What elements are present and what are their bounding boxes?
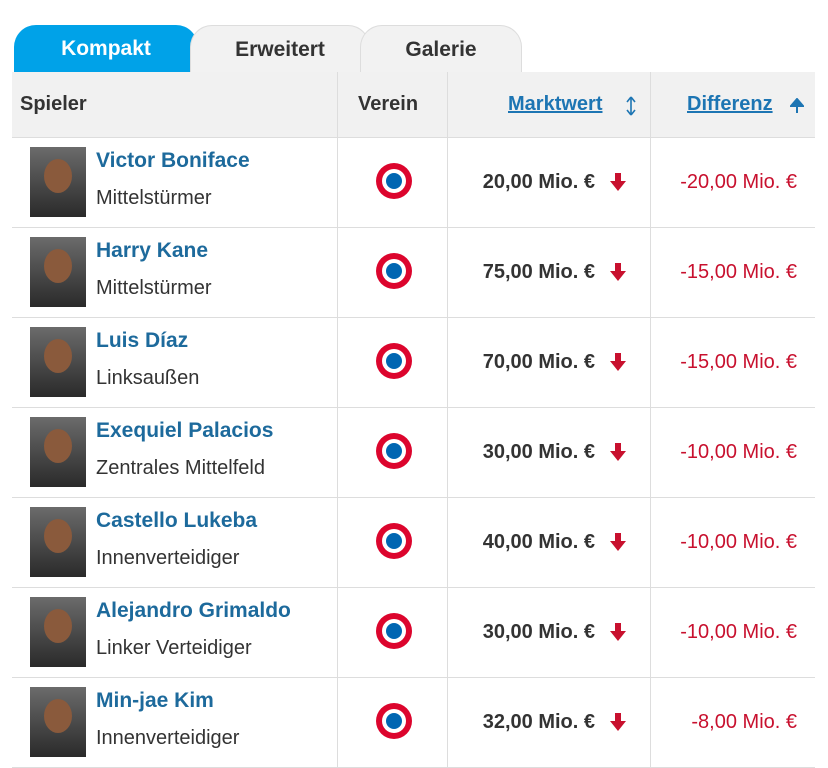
club-logo[interactable] [374,701,414,741]
header-sort[interactable]: Marktwert [508,93,603,115]
tab[interactable]: Galerie [360,25,522,73]
table-row: Harry Kane Mittelstürmer 75,00 Mio. € -15,0… [12,227,815,318]
club-logo[interactable] [374,431,414,471]
market-value: 40,00 Mio. € [482,531,595,553]
header: Spieler [20,93,87,115]
header-sort[interactable]: Differenz [687,93,773,115]
player-position: Mittelstürmer [96,277,212,299]
market-value: 30,00 Mio. € [482,621,595,643]
table-row: Exequiel Palacios Zentrales Mittelfeld 30,… [12,407,815,498]
club-logo[interactable] [374,251,414,291]
table-row: Victor Boniface Mittelstürmer 20,00 Mio. €… [12,137,815,228]
value-difference: -15,00 Mio. € [680,261,797,283]
value-difference: -10,00 Mio. € [680,441,797,463]
trend-arrow [608,262,628,287]
player-photo [30,327,86,397]
table-row: Alejandro Grimaldo Linker Verteidiger 30,0… [12,587,815,678]
tab-active[interactable]: Kompakt [14,25,198,72]
player-position: Mittelstürmer [96,187,212,209]
table-row: Castello Lukeba Innenverteidiger 40,00 Mio… [12,497,815,588]
trend-arrow [608,532,628,557]
table-row: Min-jae Kim Innenverteidiger 32,00 Mio. € -… [12,677,815,768]
header-row: Spieler Verein Marktwert Differenz [12,72,815,138]
header: Verein [358,93,419,115]
value-difference: -15,00 Mio. € [680,351,797,373]
market-value: 70,00 Mio. € [482,351,595,373]
trend-arrow [608,352,628,377]
player-name[interactable]: Exequiel Palacios [96,419,274,442]
player-name[interactable]: Castello Lukeba [96,509,258,532]
value-difference: -10,00 Mio. € [680,621,797,643]
player-photo [30,147,86,217]
player-position: Zentrales Mittelfeld [96,457,265,479]
club-logo[interactable] [374,611,414,651]
club-logo[interactable] [374,521,414,561]
column-line [650,72,651,767]
player-photo [30,417,86,487]
player-photo [30,597,86,667]
club-logo[interactable] [374,341,414,381]
market-value: 30,00 Mio. € [482,441,595,463]
player-name[interactable]: Min-jae Kim [96,689,214,712]
tab[interactable]: Erweitert [190,25,370,73]
column-line [447,72,448,767]
market-value: 20,00 Mio. € [482,171,595,193]
player-position: Innenverteidiger [96,547,240,569]
club-logo[interactable] [374,161,414,201]
value-difference: -10,00 Mio. € [680,531,797,553]
market-value: 75,00 Mio. € [482,261,595,283]
table: Spieler Verein Marktwert Differenz Victo… [12,72,815,768]
player-position: Linksaußen [96,367,200,389]
market-value: 32,00 Mio. € [482,711,595,733]
sort-icon [626,96,636,116]
player-name[interactable]: Luis Díaz [96,329,189,352]
value-difference: -8,00 Mio. € [691,711,797,733]
player-position: Linker Verteidiger [96,637,252,659]
player-photo [30,687,86,757]
player-position: Innenverteidiger [96,727,240,749]
trend-arrow [608,442,628,467]
value-difference: -20,00 Mio. € [680,171,797,193]
trend-arrow [608,712,628,737]
sort-icon [790,98,804,113]
player-name[interactable]: Victor Boniface [96,149,250,172]
player-name[interactable]: Harry Kane [96,239,209,262]
player-photo [30,507,86,577]
player-name[interactable]: Alejandro Grimaldo [96,599,291,622]
trend-arrow [608,622,628,647]
column-line [337,72,338,767]
trend-arrow [608,172,628,197]
table-row: Luis Díaz Linksaußen 70,00 Mio. € -15,00 Mi… [12,317,815,408]
player-photo [30,237,86,307]
